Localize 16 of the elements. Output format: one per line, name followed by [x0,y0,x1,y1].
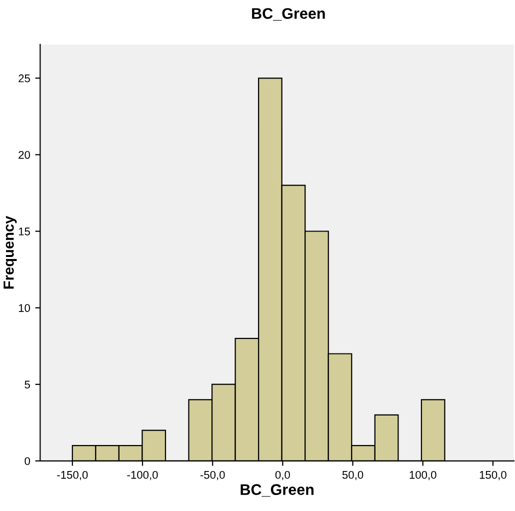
y-tick-label: 5 [24,380,30,388]
y-tick-label: 15 [18,228,30,236]
y-axis-title: Frequency [4,216,17,289]
y-tick-label: 10 [18,304,30,312]
x-tick-label: -150,0 [57,470,88,480]
x-tick-label: -50,0 [200,470,225,480]
x-tick-label: -100,0 [127,470,158,480]
y-tick-label: 20 [18,150,30,159]
x-axis-title: BC_Green [240,484,314,497]
x-tick-label: 100,0 [410,470,436,480]
y-tick-label: 0 [24,457,30,466]
x-tick-label: 50,0 [342,470,364,480]
x-tick-label: 150,0 [480,470,506,480]
x-tick-label: 0,0 [275,470,290,480]
y-tick-label: 25 [18,74,30,82]
chart-title: BC_Green [252,8,325,21]
